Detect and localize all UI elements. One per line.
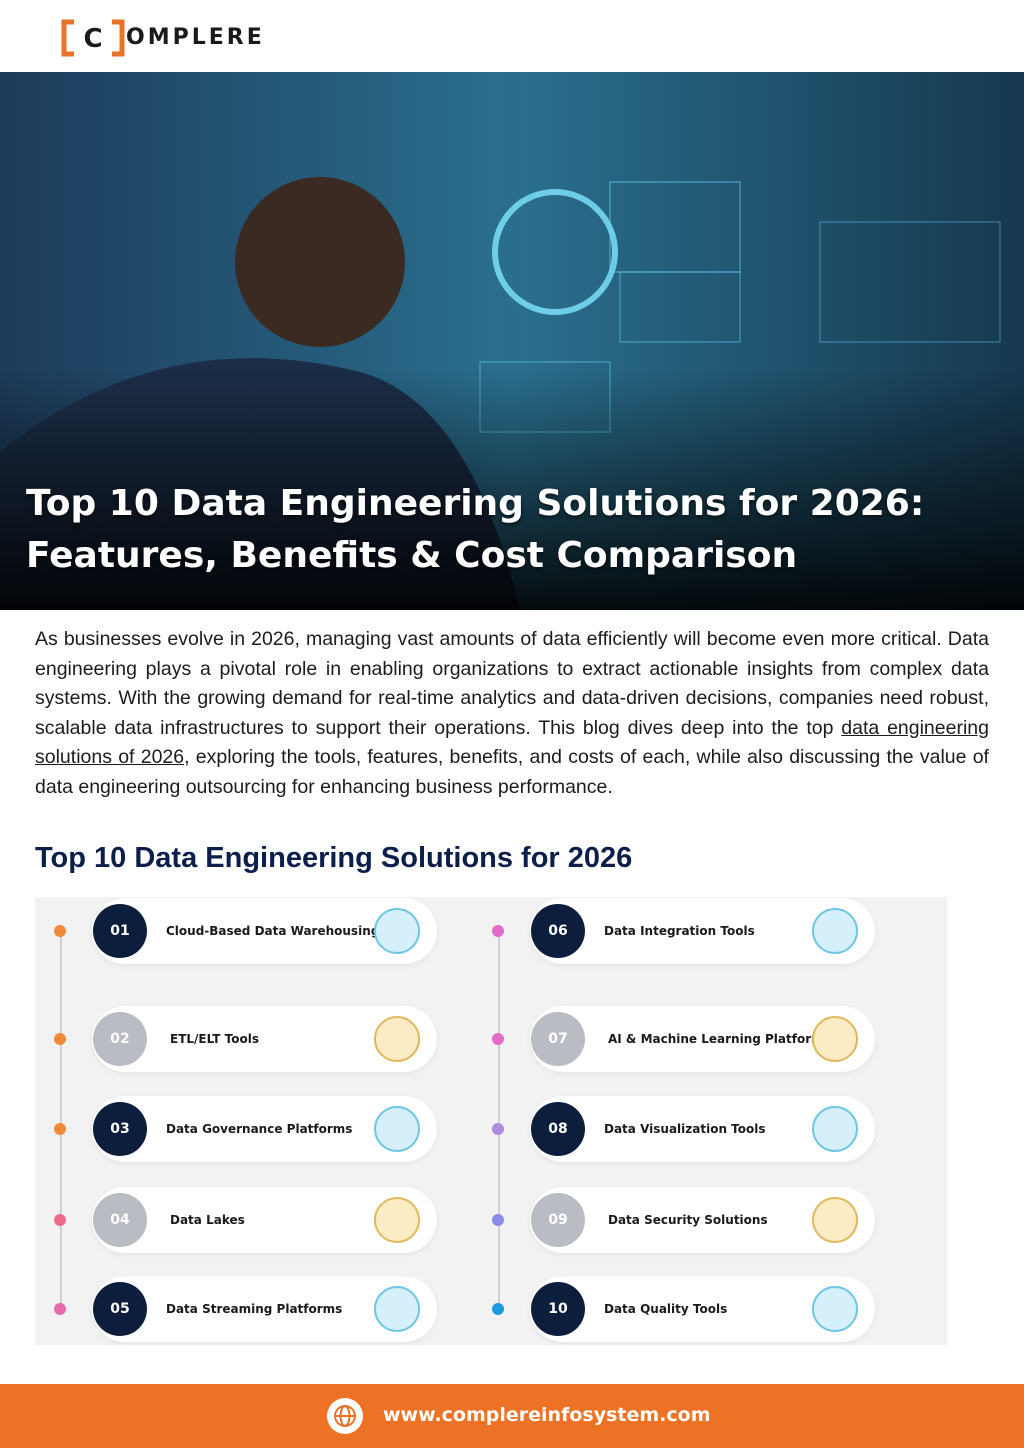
hero-title-line: Features, Benefits & Cost Comparison	[26, 535, 798, 576]
item-icon	[812, 908, 858, 954]
item-icon	[374, 908, 420, 954]
item-label: AI & Machine Learning Platforms	[608, 1032, 831, 1046]
globe-icon	[327, 1398, 363, 1434]
item-icon	[812, 1197, 858, 1243]
item-icon	[812, 1016, 858, 1062]
item-number: 08	[531, 1102, 585, 1156]
item-icon	[812, 1286, 858, 1332]
timeline-dot	[492, 1033, 504, 1045]
hero-image	[0, 72, 1024, 610]
footer: www.complereinfosystem.com	[0, 1384, 1024, 1448]
logo-letter: C	[83, 24, 102, 54]
item-label: Data Security Solutions	[608, 1213, 768, 1227]
item-label: ETL/ELT Tools	[170, 1032, 259, 1046]
item-label: Data Quality Tools	[604, 1302, 728, 1316]
item-number: 05	[93, 1282, 147, 1336]
item-label: Data Lakes	[170, 1213, 245, 1227]
timeline-dot	[492, 1214, 504, 1226]
section-heading: Top 10 Data Engineering Solutions for 20…	[35, 842, 633, 874]
item-label: Cloud-Based Data Warehousing	[166, 924, 380, 938]
item-number: 06	[531, 904, 585, 958]
item-number: 01	[93, 904, 147, 958]
intro-paragraph: As businesses evolve in 2026, managing v…	[35, 625, 989, 803]
item-number: 02	[93, 1012, 147, 1066]
item-label: Data Visualization Tools	[604, 1122, 766, 1136]
timeline	[498, 935, 500, 1310]
timeline-dot	[54, 925, 66, 937]
item-label: Data Governance Platforms	[166, 1122, 353, 1136]
logo-text: OMPLERE	[126, 25, 265, 50]
intro-link[interactable]: data engineering solutions of 2026	[35, 716, 989, 769]
intro-text: As businesses evolve in 2026, managing v…	[35, 628, 989, 739]
timeline-dot	[54, 1123, 66, 1135]
item-icon	[374, 1197, 420, 1243]
item-label: Data Streaming Platforms	[166, 1302, 343, 1316]
timeline-dot	[492, 925, 504, 937]
item-number: 07	[531, 1012, 585, 1066]
item-icon	[374, 1286, 420, 1332]
intro-text: , exploring the tools, features, benefit…	[35, 746, 989, 798]
item-number: 03	[93, 1102, 147, 1156]
timeline-dot	[54, 1033, 66, 1045]
item-number: 04	[93, 1193, 147, 1247]
logo: C OMPLERE	[34, 10, 329, 65]
footer-url[interactable]: www.complereinfosystem.com	[383, 1404, 711, 1426]
hero-title-line: Top 10 Data Engineering Solutions for 20…	[26, 483, 925, 524]
solutions-panel: 01 Cloud-Based Data Warehousing 02 ETL/ELT …	[35, 897, 947, 1345]
item-number: 10	[531, 1282, 585, 1336]
timeline	[60, 935, 62, 1310]
item-icon	[812, 1106, 858, 1152]
item-label: Data Integration Tools	[604, 924, 755, 938]
timeline-dot	[54, 1303, 66, 1315]
timeline-dot	[492, 1123, 504, 1135]
item-number: 09	[531, 1193, 585, 1247]
item-icon	[374, 1106, 420, 1152]
logo-mark: C OMPLERE	[61, 19, 265, 57]
timeline-dot	[492, 1303, 504, 1315]
hero-title: Top 10 Data Engineering Solutions for 20…	[26, 478, 924, 582]
timeline-dot	[54, 1214, 66, 1226]
item-icon	[374, 1016, 420, 1062]
